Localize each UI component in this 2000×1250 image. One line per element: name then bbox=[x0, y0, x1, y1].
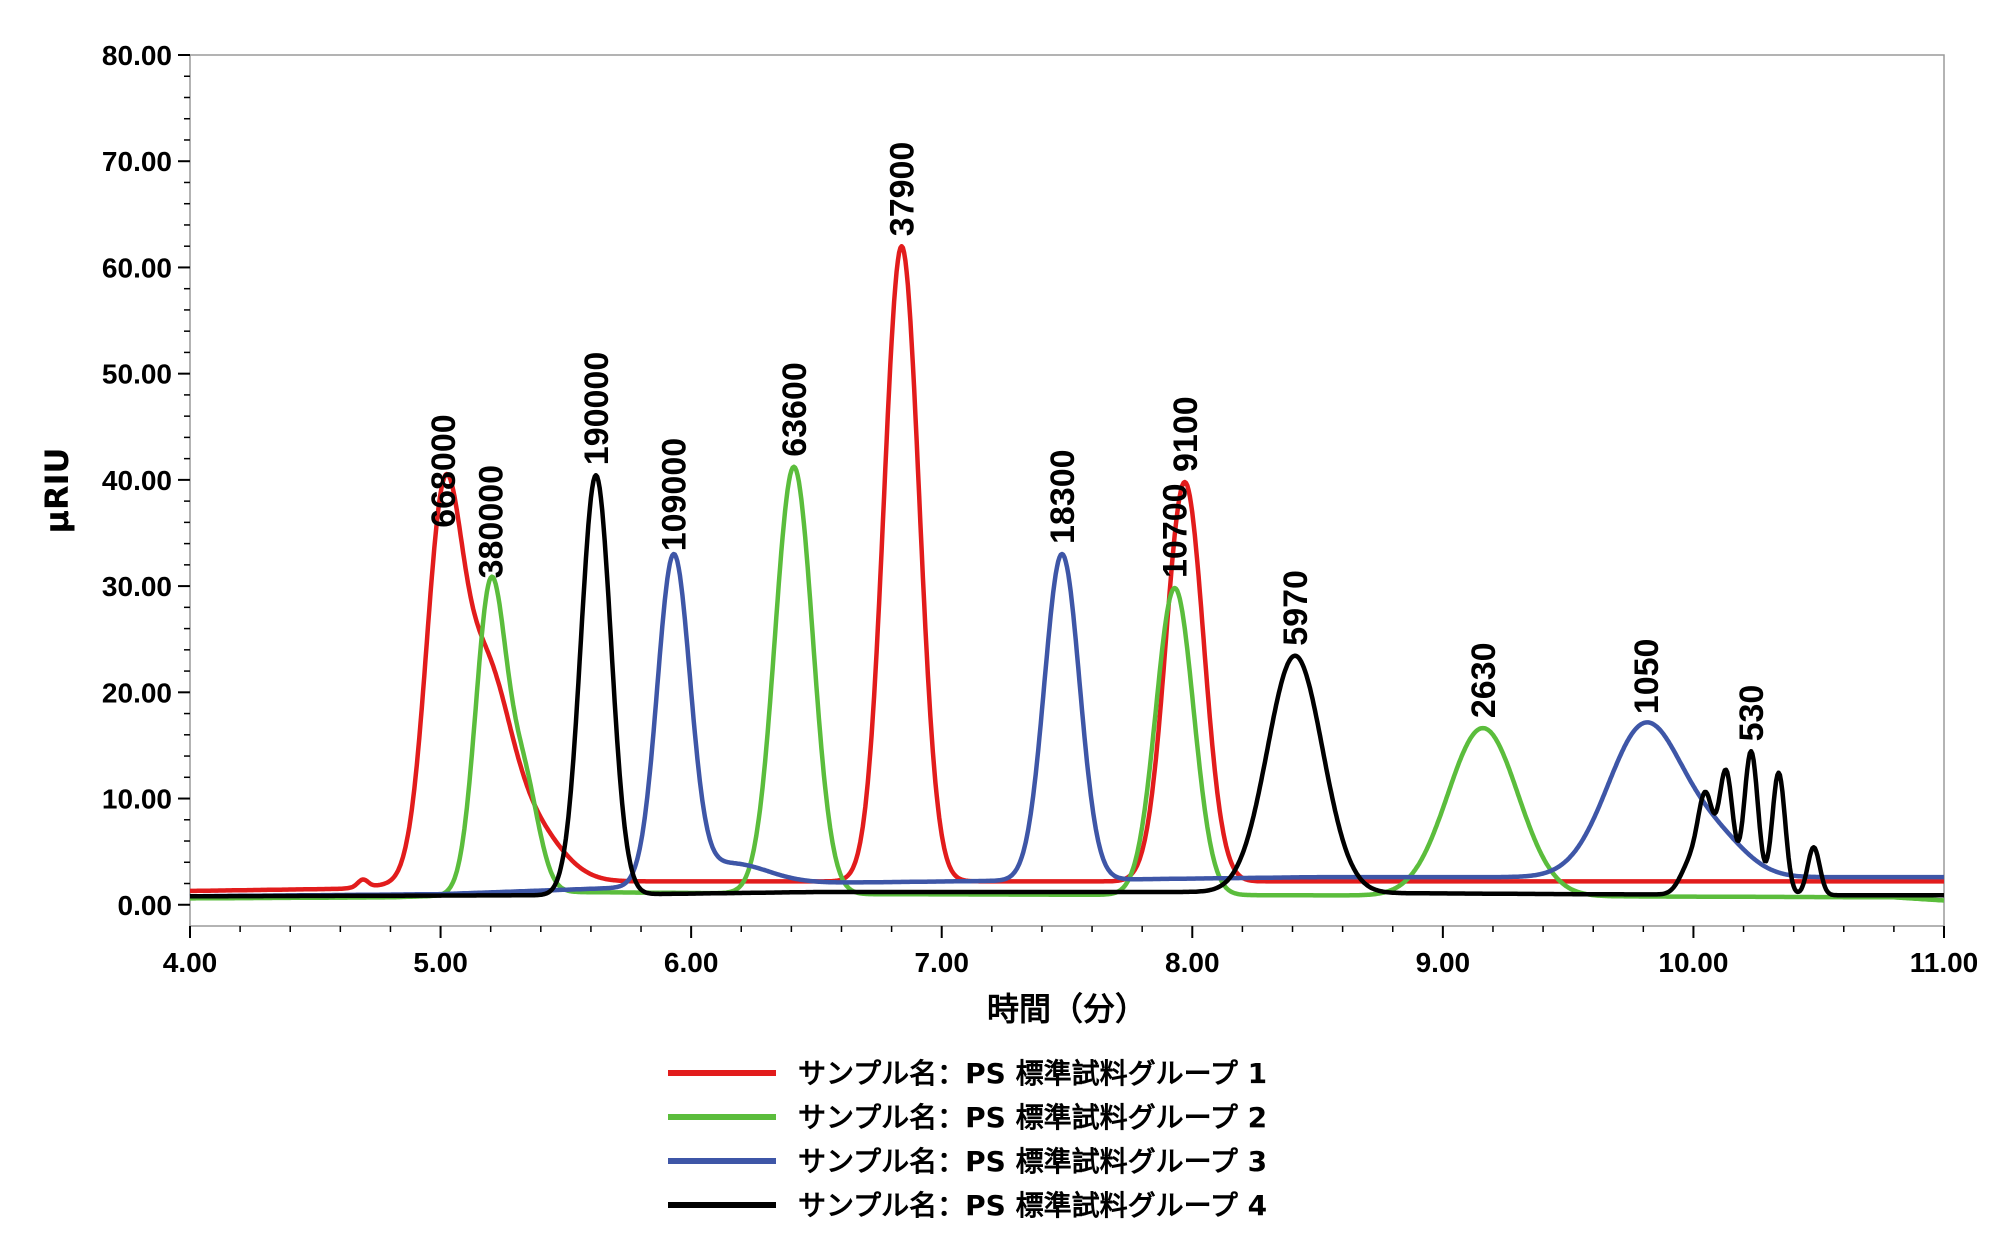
y-tick-label: 70.00 bbox=[102, 146, 172, 177]
y-tick-label: 0.00 bbox=[118, 890, 173, 921]
y-tick-label: 10.00 bbox=[102, 784, 172, 815]
peak-label: 530 bbox=[1733, 685, 1771, 742]
peak-label: 37900 bbox=[884, 142, 922, 237]
peak-labels: 668000 37900 9100 380000 63600 10700 2630 10900… bbox=[425, 142, 1771, 742]
axes-layer: 4.00 5.00 6.00 7.00 8.00 9.00 10.00 11.00 0.00 10… bbox=[102, 40, 1978, 978]
series-line-4 bbox=[189, 472, 1945, 899]
legend: サンプル名：PS 標準試料グループ 1 サンプル名：PS 標準試料グループ 2 サン… bbox=[668, 1057, 1267, 1222]
legend-label-3: サンプル名：PS 標準試料グループ 3 bbox=[798, 1145, 1267, 1178]
peak-label: 18300 bbox=[1044, 449, 1082, 544]
x-tick-label: 9.00 bbox=[1416, 947, 1471, 978]
peak-label: 190000 bbox=[578, 352, 616, 465]
x-tick-label: 6.00 bbox=[664, 947, 719, 978]
peak-label: 5970 bbox=[1277, 570, 1315, 646]
y-tick-label: 60.00 bbox=[102, 252, 172, 283]
y-axis-title: μRIU bbox=[38, 447, 76, 533]
peak-label: 668000 bbox=[425, 414, 463, 527]
series-line-3 bbox=[189, 551, 1945, 899]
plot-area bbox=[189, 243, 1945, 903]
peak-label: 10700 bbox=[1157, 483, 1195, 578]
plot-frame bbox=[189, 54, 1945, 927]
legend-label-1: サンプル名：PS 標準試料グループ 1 bbox=[798, 1057, 1267, 1090]
x-tick-label: 8.00 bbox=[1165, 947, 1220, 978]
peak-label: 2630 bbox=[1465, 642, 1503, 718]
y-tick-label: 30.00 bbox=[102, 571, 172, 602]
peak-label: 9100 bbox=[1167, 396, 1205, 472]
peak-label: 109000 bbox=[656, 438, 694, 551]
peak-label: 63600 bbox=[776, 362, 814, 457]
legend-label-2: サンプル名：PS 標準試料グループ 2 bbox=[798, 1101, 1267, 1134]
x-tick-label: 4.00 bbox=[163, 947, 218, 978]
x-tick-label: 5.00 bbox=[413, 947, 468, 978]
x-tick-label: 7.00 bbox=[914, 947, 969, 978]
y-tick-label: 80.00 bbox=[102, 40, 172, 71]
peak-label: 1050 bbox=[1628, 639, 1666, 715]
legend-label-4: サンプル名：PS 標準試料グループ 4 bbox=[798, 1189, 1267, 1222]
x-tick-label: 11.00 bbox=[1910, 947, 1979, 978]
y-tick-label: 40.00 bbox=[102, 465, 172, 496]
x-tick-label: 10.00 bbox=[1658, 947, 1728, 978]
peak-label: 380000 bbox=[473, 465, 511, 578]
x-axis-title: 時間（分） bbox=[987, 990, 1147, 1028]
y-tick-label: 20.00 bbox=[102, 677, 172, 708]
y-tick-label: 50.00 bbox=[102, 359, 172, 390]
